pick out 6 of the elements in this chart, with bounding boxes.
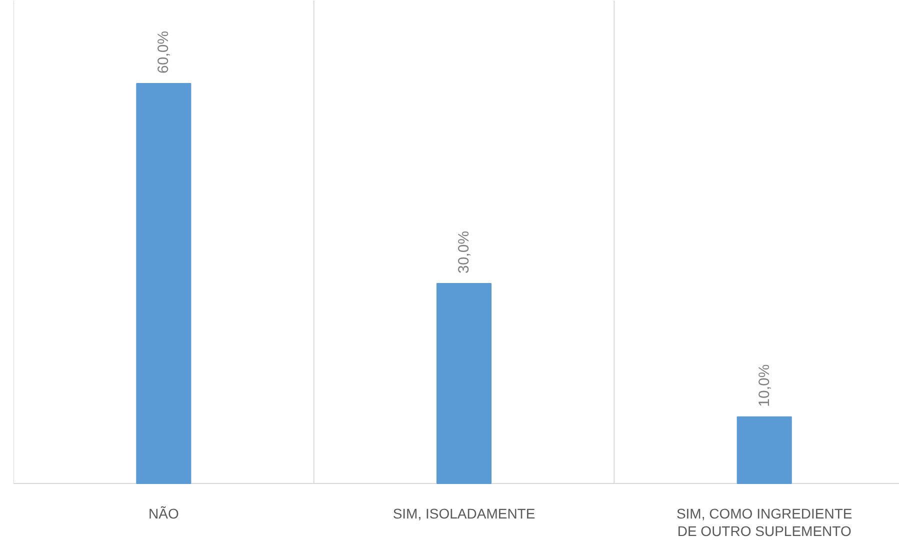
x-tick-label: SIM, ISOLADAMENTE bbox=[392, 506, 536, 522]
data-label: 30,0% bbox=[456, 230, 473, 274]
x-tick-label: SIM, COMO INGREDIENTE DE OUTRO SUPLEMENTO bbox=[676, 506, 852, 540]
data-label: 10,0% bbox=[756, 364, 773, 407]
data-label: 60,0% bbox=[155, 30, 172, 74]
x-tick-label: NÃO bbox=[148, 506, 179, 522]
